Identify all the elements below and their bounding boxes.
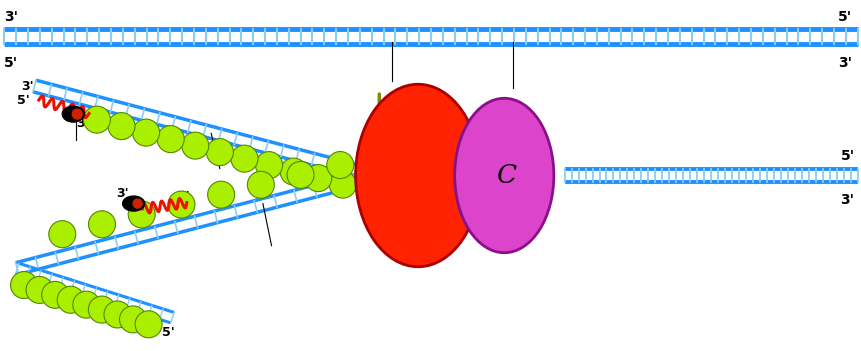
Ellipse shape — [62, 106, 84, 122]
Ellipse shape — [356, 84, 480, 267]
Circle shape — [41, 282, 69, 308]
Circle shape — [26, 277, 53, 304]
Text: 3': 3' — [116, 187, 129, 200]
Ellipse shape — [455, 98, 553, 253]
Circle shape — [84, 106, 110, 133]
Text: 5': 5' — [177, 190, 189, 203]
Text: 3': 3' — [76, 117, 89, 130]
Ellipse shape — [72, 109, 82, 119]
Ellipse shape — [133, 199, 142, 208]
Circle shape — [108, 113, 135, 140]
Circle shape — [247, 171, 274, 198]
Circle shape — [128, 201, 155, 228]
Circle shape — [329, 171, 356, 198]
Circle shape — [49, 221, 76, 248]
Circle shape — [89, 211, 115, 238]
Text: 5': 5' — [17, 94, 30, 107]
Circle shape — [120, 306, 146, 333]
Circle shape — [280, 158, 307, 185]
Circle shape — [157, 126, 184, 153]
Circle shape — [168, 191, 195, 218]
Circle shape — [89, 296, 115, 323]
Circle shape — [206, 139, 233, 166]
Circle shape — [10, 272, 38, 299]
Circle shape — [57, 286, 84, 313]
Circle shape — [231, 145, 257, 172]
Circle shape — [208, 181, 234, 208]
Text: 3': 3' — [4, 10, 18, 24]
Circle shape — [182, 132, 208, 159]
Circle shape — [287, 161, 313, 188]
Ellipse shape — [122, 196, 145, 211]
Circle shape — [72, 291, 100, 318]
Text: 5': 5' — [4, 56, 18, 70]
Text: 3': 3' — [839, 193, 853, 207]
Text: 3': 3' — [837, 56, 851, 70]
Text: 5': 5' — [837, 10, 851, 24]
Text: 3': 3' — [22, 80, 34, 93]
Text: 5': 5' — [162, 326, 175, 339]
Circle shape — [104, 301, 131, 328]
Circle shape — [255, 152, 282, 179]
Circle shape — [305, 165, 331, 192]
Circle shape — [133, 119, 159, 146]
Circle shape — [135, 311, 162, 338]
Circle shape — [326, 152, 353, 179]
Text: 5': 5' — [839, 148, 853, 163]
Text: C: C — [497, 163, 517, 188]
